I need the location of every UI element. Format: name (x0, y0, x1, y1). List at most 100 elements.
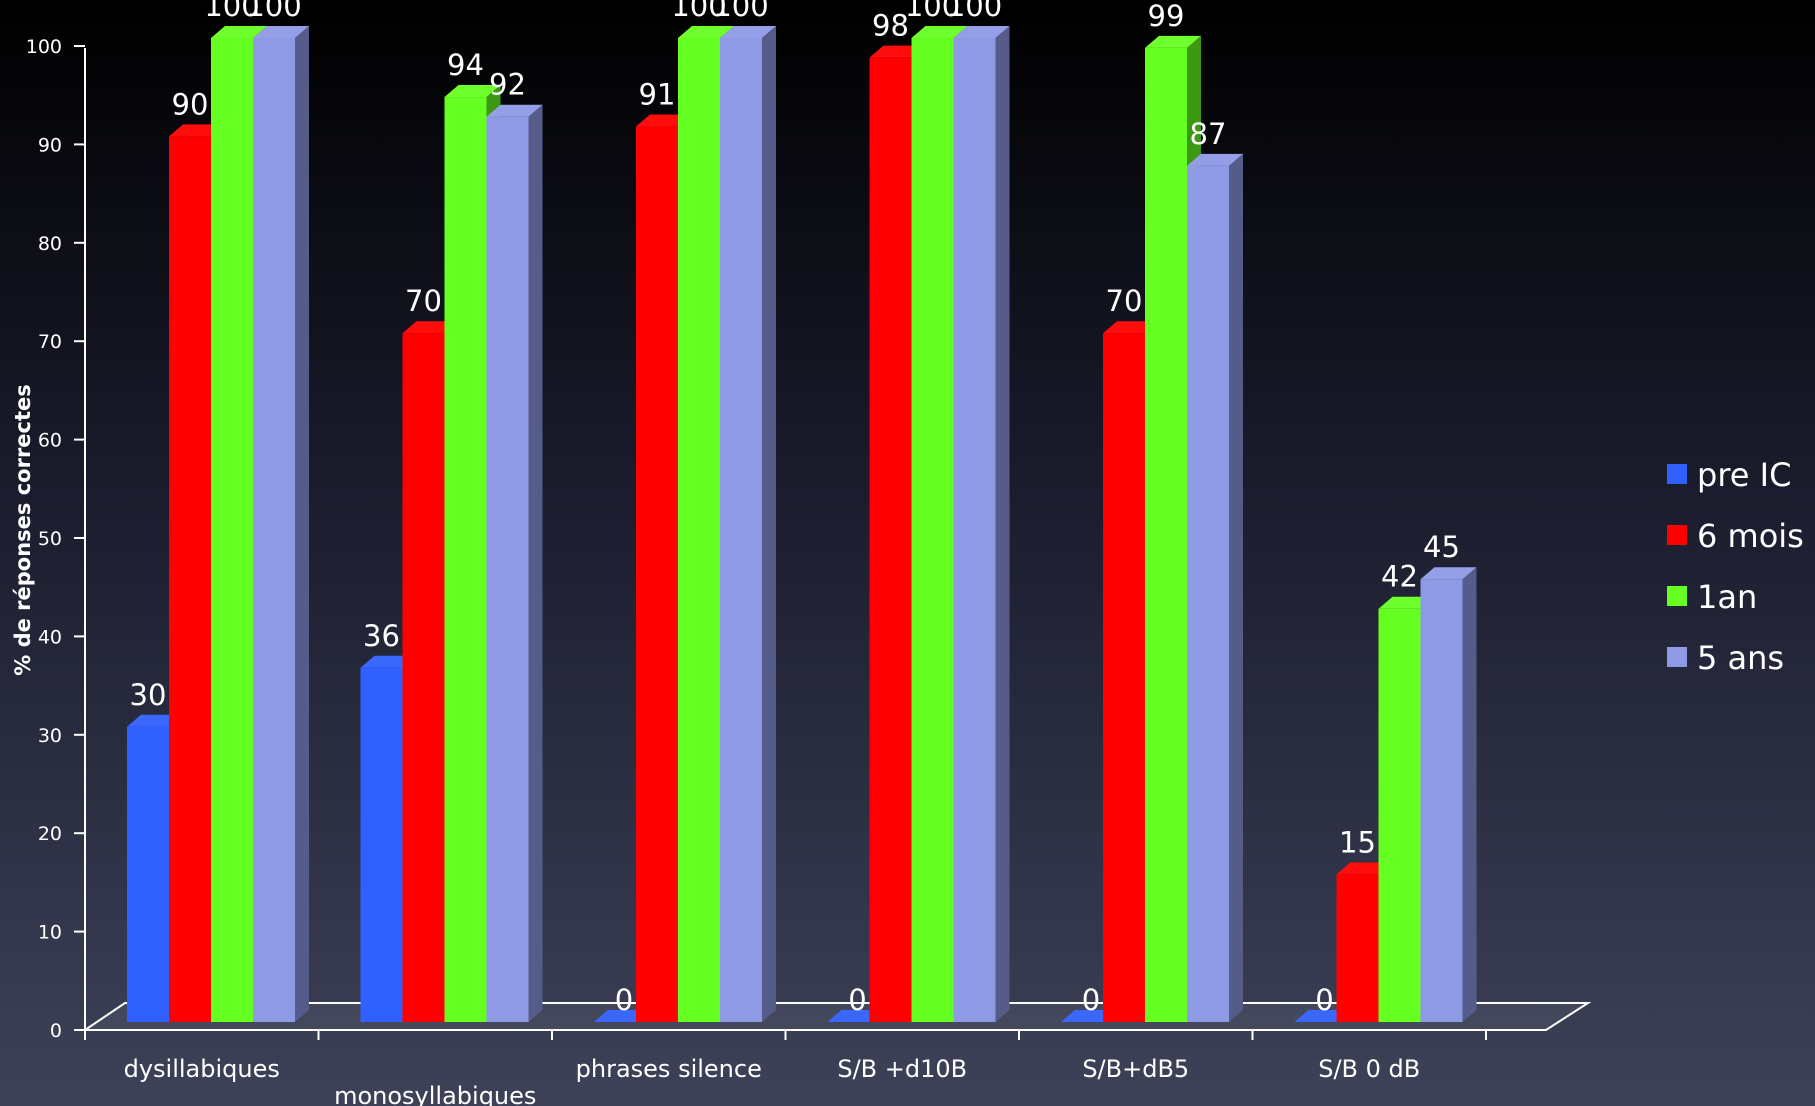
y-tick-label: 10 (38, 922, 62, 944)
y-tick-label: 60 (38, 430, 62, 452)
data-label: 100 (713, 0, 768, 23)
legend-item: pre IC (1667, 456, 1791, 494)
bar-top (253, 26, 309, 38)
legend: pre IC 6 mois 1an 5 ans (1667, 456, 1804, 677)
category-label: S/B +d10B (837, 1055, 967, 1083)
data-label: 100 (947, 0, 1002, 23)
bar-top (444, 85, 501, 98)
category-label: phrases silence (576, 1055, 762, 1083)
bar-front (444, 97, 487, 1023)
data-label: 45 (1423, 530, 1460, 564)
bar-top (678, 26, 734, 38)
bar-top (720, 26, 776, 38)
bar-front (1336, 874, 1379, 1022)
data-label: 100 (246, 0, 301, 23)
bar-side (1462, 567, 1477, 1022)
data-label: 36 (363, 619, 400, 653)
bar-front (911, 38, 954, 1022)
y-tick-label: 50 (38, 528, 62, 550)
data-label: 42 (1381, 560, 1418, 594)
data-label: 91 (639, 78, 676, 112)
y-tick-label: 100 (26, 36, 62, 58)
y-tick-label: 30 (38, 725, 62, 747)
y-axis-label: % de réponses correctes (11, 384, 35, 676)
bar-front (1420, 579, 1463, 1022)
bar (1187, 153, 1243, 1023)
bar (1420, 567, 1477, 1022)
legend-label: 5 ans (1697, 639, 1784, 677)
data-label: 100 (671, 0, 726, 23)
legend-item: 1an (1667, 578, 1757, 616)
bar (253, 26, 309, 1022)
data-label: 0 (1315, 983, 1333, 1017)
bar-front (127, 726, 169, 1022)
data-label: 70 (405, 284, 442, 318)
legend-label: 1an (1697, 578, 1757, 616)
legend-item: 5 ans (1667, 639, 1784, 677)
legend-swatch (1667, 464, 1687, 484)
category-labels: dysillabiques monosyllabiques phrases sile… (124, 1055, 1421, 1106)
data-label: 87 (1190, 117, 1227, 151)
bar-front (869, 57, 912, 1023)
legend-label: pre IC (1697, 456, 1791, 494)
bar-top (486, 104, 543, 117)
bar-side (528, 104, 543, 1023)
data-label: 90 (172, 87, 209, 121)
bar-top (911, 26, 968, 38)
category-label: S/B 0 dB (1318, 1055, 1420, 1083)
bar-front (169, 136, 211, 1022)
bar-front (486, 116, 529, 1023)
data-label: 30 (130, 678, 167, 712)
y-tick-label: 80 (38, 233, 62, 255)
legend-item: 6 mois (1667, 517, 1804, 555)
bar-front (253, 38, 295, 1022)
data-label: 0 (1082, 983, 1100, 1017)
data-labels: 3090100100367094920911001000981001000709… (130, 0, 1460, 1017)
legend-swatch (1667, 586, 1687, 606)
bar-front (1378, 608, 1421, 1022)
data-label: 99 (1148, 0, 1185, 33)
bar-front (360, 667, 403, 1022)
data-label: 100 (905, 0, 960, 23)
y-tick-label: 90 (38, 134, 62, 156)
category-label: dysillabiques (124, 1055, 280, 1083)
bar-top (1420, 567, 1477, 580)
bar-front (678, 38, 720, 1022)
data-label: 0 (848, 983, 866, 1017)
y-tick-label: 40 (38, 626, 62, 648)
bar-side (995, 26, 1010, 1022)
bar-front (1145, 47, 1187, 1022)
data-label: 70 (1106, 284, 1143, 318)
bar-top (211, 26, 267, 38)
y-tick-label: 0 (50, 1020, 62, 1042)
data-label: 94 (447, 48, 484, 82)
bar-top (1187, 153, 1243, 166)
category-label: S/B+dB5 (1082, 1055, 1189, 1083)
legend-label: 6 mois (1697, 517, 1804, 555)
bar-side (762, 26, 776, 1022)
bars (127, 26, 1477, 1023)
data-label: 98 (872, 9, 909, 43)
bar-front (211, 38, 253, 1022)
bar-side (295, 26, 309, 1022)
bar-side (1229, 153, 1243, 1023)
bar-front (1103, 333, 1145, 1022)
bar-front (720, 38, 762, 1022)
data-label: 0 (615, 983, 633, 1017)
bar-front (402, 333, 445, 1022)
bar-front (636, 126, 678, 1022)
data-label: 15 (1339, 825, 1376, 859)
bar-front (953, 38, 996, 1022)
legend-swatch (1667, 647, 1687, 667)
y-tick-label: 20 (38, 823, 62, 845)
bar-top (1145, 35, 1201, 48)
legend-swatch (1667, 525, 1687, 545)
data-label: 100 (204, 0, 259, 23)
bar (953, 26, 1010, 1022)
y-tick-label: 70 (38, 331, 62, 353)
category-label: monosyllabiques (334, 1082, 536, 1106)
bar (720, 26, 776, 1022)
bar-front (1187, 165, 1229, 1023)
bar (486, 104, 543, 1023)
